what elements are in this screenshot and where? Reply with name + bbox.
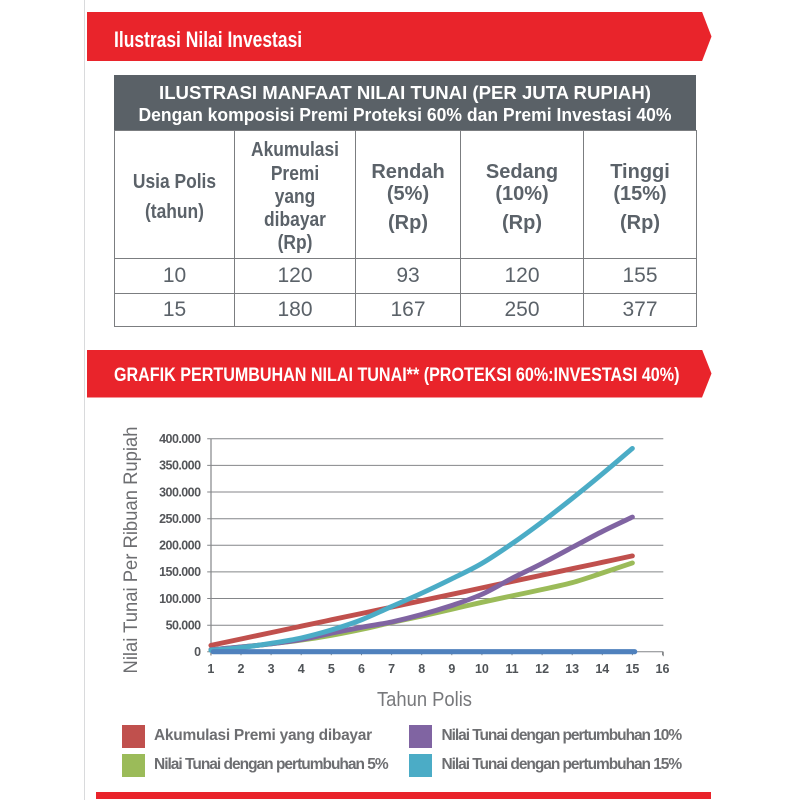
svg-text:9: 9 (448, 662, 455, 676)
svg-text:5: 5 (328, 662, 335, 676)
svg-text:12: 12 (535, 662, 549, 676)
svg-text:14: 14 (595, 662, 609, 676)
svg-text:16: 16 (656, 662, 670, 676)
svg-text:Nilai Tunai Per Ribuan Rupiah: Nilai Tunai Per Ribuan Rupiah (120, 427, 142, 674)
svg-text:15: 15 (625, 662, 639, 676)
svg-text:350.000: 350.000 (159, 459, 201, 473)
svg-text:8: 8 (418, 662, 425, 676)
svg-text:11: 11 (505, 662, 518, 676)
svg-text:2: 2 (238, 662, 245, 676)
svg-text:1: 1 (207, 662, 214, 676)
svg-text:150.000: 150.000 (159, 565, 201, 579)
svg-text:400.000: 400.000 (159, 432, 201, 446)
svg-text:3: 3 (268, 662, 275, 676)
svg-text:13: 13 (565, 662, 579, 676)
svg-text:0: 0 (194, 645, 201, 659)
svg-text:100.000: 100.000 (159, 592, 201, 606)
svg-text:250.000: 250.000 (159, 512, 201, 526)
svg-text:200.000: 200.000 (159, 539, 201, 553)
svg-text:50.000: 50.000 (166, 619, 202, 633)
svg-text:10: 10 (475, 662, 489, 676)
svg-text:Tahun Polis: Tahun Polis (377, 689, 472, 711)
svg-text:7: 7 (388, 662, 395, 676)
svg-text:6: 6 (358, 662, 365, 676)
svg-text:4: 4 (298, 662, 305, 676)
svg-text:300.000: 300.000 (159, 485, 201, 499)
